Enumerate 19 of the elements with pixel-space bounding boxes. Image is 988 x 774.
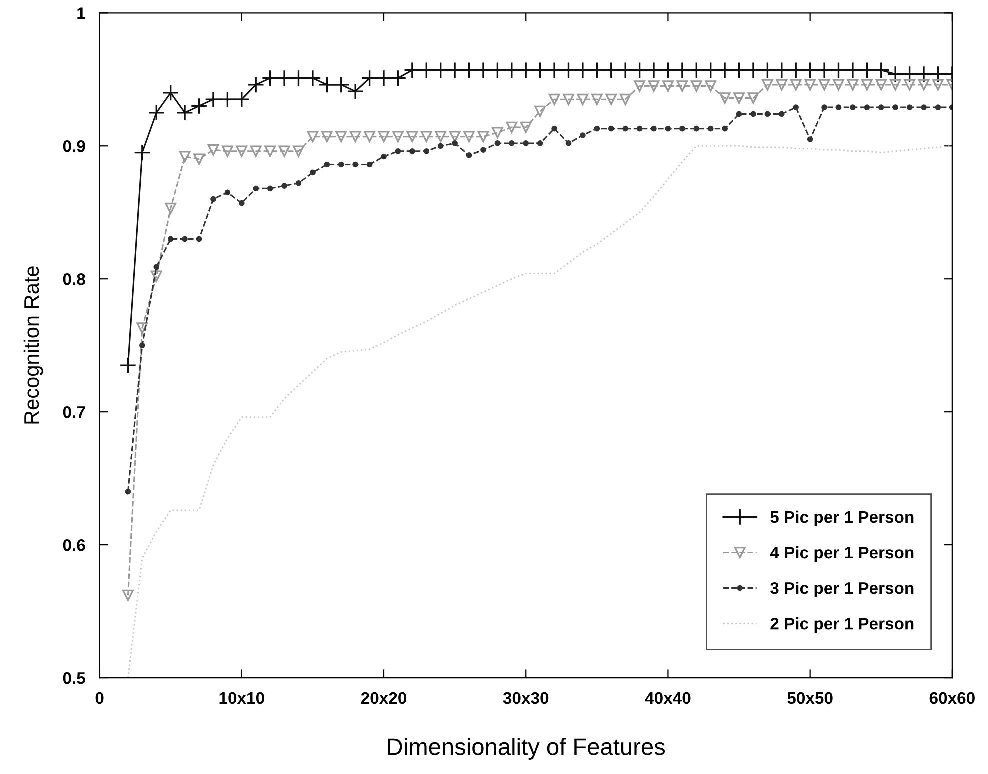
- y-tick-label: 0.6: [63, 539, 86, 552]
- y-tick-label: 0.8: [63, 274, 86, 286]
- x-axis-title: Dimensionality of Features: [388, 738, 666, 760]
- y-tick-label: 0.7: [63, 406, 86, 418]
- x-tick-label: 20x20: [361, 692, 406, 704]
- x-tick-label: 40x40: [645, 692, 691, 704]
- legend-label: 4 Pic per 1 Person: [770, 546, 914, 562]
- legend-label: 3 Pic per 1 Person: [770, 582, 914, 598]
- x-tick-label: 60x60: [930, 692, 975, 704]
- y-tick-label: 0.9: [63, 140, 86, 152]
- x-tick-label: 50x50: [788, 692, 833, 704]
- y-tick-label: 1: [78, 8, 86, 20]
- y-tick-label: 0.5: [63, 672, 86, 684]
- legend-label: 5 Pic per 1 Person: [770, 510, 914, 526]
- x-tick-label: 10x10: [220, 692, 264, 704]
- x-tick-label: 30x30: [503, 692, 549, 704]
- y-axis-title: Recognition Rate: [24, 266, 44, 424]
- x-tick-label: 0: [96, 692, 104, 704]
- legend-label: 2 Pic per 1 Person: [770, 618, 914, 634]
